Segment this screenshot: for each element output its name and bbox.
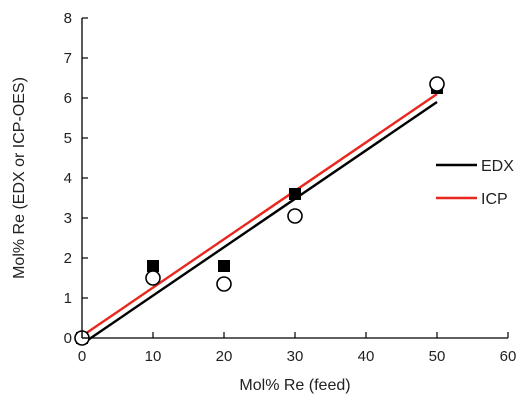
legend-label-edx: EDX <box>481 158 514 175</box>
x-tick-label: 40 <box>358 348 375 365</box>
legend: EDX ICP <box>436 158 514 208</box>
x-tick-label: 50 <box>429 348 446 365</box>
point-edx <box>218 260 230 272</box>
y-axis-title: Mol% Re (EDX or ICP-OES) <box>11 77 28 279</box>
y-tick-label: 3 <box>64 210 72 227</box>
point-icp <box>429 76 445 92</box>
y-tick-label: 6 <box>64 90 72 107</box>
y-tick-label: 0 <box>64 330 72 347</box>
point-icp <box>145 270 161 286</box>
x-axis-title: Mol% Re (feed) <box>239 377 350 394</box>
legend-label-icp: ICP <box>481 191 508 208</box>
fit-line-icp <box>81 93 438 337</box>
y-tick-label: 8 <box>64 10 72 27</box>
y-ticks: 0 1 2 3 4 5 6 7 8 <box>64 10 88 347</box>
x-tick-label: 30 <box>287 348 304 365</box>
point-edx <box>147 260 159 272</box>
x-ticks: 0 10 20 30 40 50 60 <box>78 332 517 365</box>
y-tick-label: 5 <box>64 130 72 147</box>
y-tick-label: 4 <box>64 170 72 187</box>
x-tick-label: 60 <box>500 348 517 365</box>
plot-area <box>74 76 445 346</box>
y-tick-label: 7 <box>64 50 72 67</box>
y-tick-label: 2 <box>64 250 72 267</box>
y-tick-label: 1 <box>64 290 72 307</box>
point-edx <box>289 188 301 200</box>
x-tick-label: 20 <box>216 348 233 365</box>
point-icp <box>287 208 303 224</box>
x-tick-label: 10 <box>145 348 162 365</box>
x-tick-label: 0 <box>78 348 86 365</box>
fit-line-edx <box>81 101 438 345</box>
point-icp <box>216 276 232 292</box>
